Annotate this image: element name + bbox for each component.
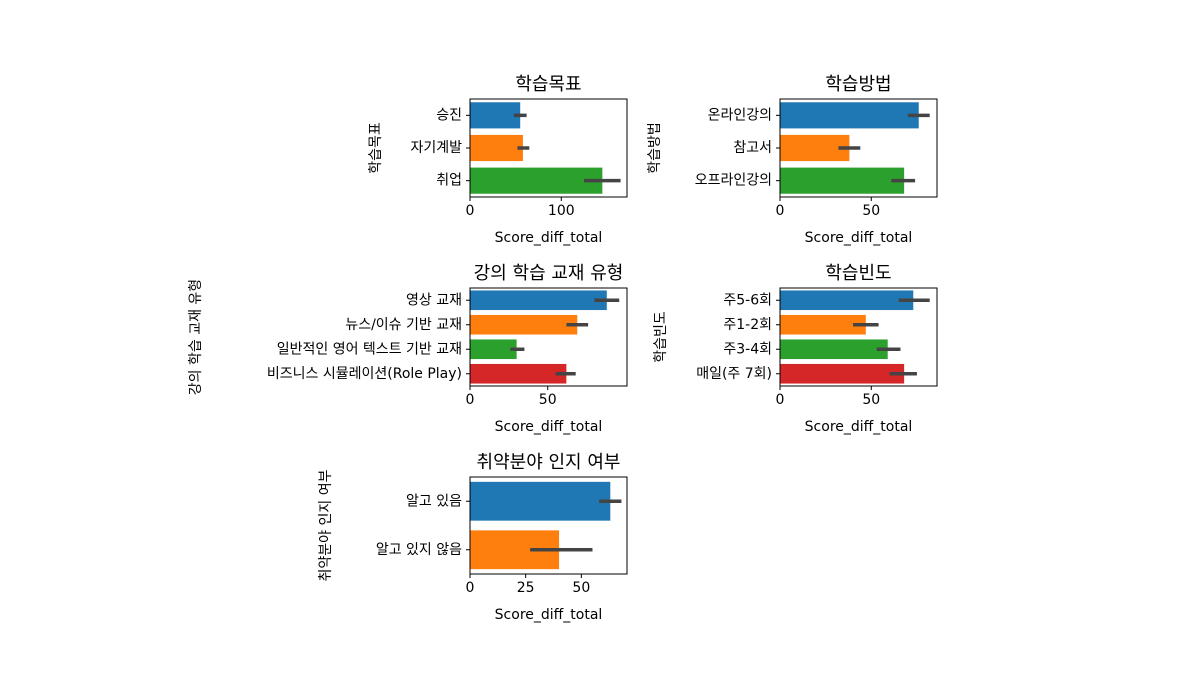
bar — [780, 167, 905, 194]
x-tick-label: 0 — [466, 392, 475, 408]
y-tick-label: 자기계발 — [410, 140, 462, 156]
bar — [470, 363, 567, 384]
y-tick-label: 참고서 — [733, 140, 772, 156]
y-tick-label: 주3-4회 — [723, 341, 772, 357]
bar — [780, 339, 888, 360]
chart-title: 학습목표 — [515, 74, 581, 95]
x-tick-label: 50 — [539, 392, 557, 408]
x-axis-label: Score_diff_total — [495, 419, 603, 435]
y-tick-label: 알고 있음 — [406, 493, 462, 509]
y-tick-label: 오프라인강의 — [695, 173, 772, 189]
axes-frame — [779, 287, 938, 387]
y-tick-label: 일반적인 영어 텍스트 기반 교재 — [277, 341, 462, 357]
y-axis-label: 학습빈도 — [653, 311, 669, 363]
x-tick-label: 0 — [776, 203, 785, 219]
x-axis-label: Score_diff_total — [495, 607, 603, 623]
chart-title: 취약분야 인지 여부 — [477, 452, 621, 473]
x-axis-label: Score_diff_total — [805, 230, 913, 246]
y-tick-label: 주5-6회 — [723, 292, 772, 308]
y-tick-label: 알고 있지 않음 — [376, 542, 462, 558]
bar — [780, 102, 919, 129]
chart-title: 학습방법 — [825, 74, 891, 95]
chart-title: 학습빈도 — [825, 263, 891, 284]
bar — [470, 134, 523, 162]
x-tick-label: 50 — [862, 392, 880, 408]
y-axis-label: 취약분야 인지 여부 — [318, 469, 334, 581]
bar — [470, 102, 521, 129]
bar — [470, 290, 607, 311]
axes-frame — [469, 287, 628, 387]
y-tick-label: 온라인강의 — [708, 107, 772, 123]
x-tick-label: 0 — [466, 580, 475, 596]
x-tick-label: 25 — [517, 580, 535, 596]
y-axis-label: 학습방법 — [647, 122, 663, 174]
bar — [780, 134, 850, 162]
x-axis-label: Score_diff_total — [805, 419, 913, 435]
y-tick-label: 승진 — [436, 107, 462, 123]
x-axis-label: Score_diff_total — [495, 230, 603, 246]
y-tick-label: 비즈니스 시뮬레이션(Role Play) — [267, 366, 462, 382]
axes-frame — [469, 476, 628, 575]
bar — [470, 167, 603, 194]
y-axis-label: 강의 학습 교재 유형 — [188, 279, 204, 395]
bar — [780, 314, 866, 335]
x-tick-label: 0 — [466, 203, 475, 219]
y-axis-label: 학습목표 — [368, 122, 384, 174]
y-tick-label: 뉴스/이슈 기반 교재 — [345, 317, 462, 333]
x-tick-label: 50 — [862, 203, 880, 219]
y-tick-label: 주1-2회 — [723, 317, 772, 333]
y-tick-label: 취업 — [436, 173, 462, 189]
x-tick-label: 50 — [572, 580, 590, 596]
bar — [470, 481, 611, 521]
y-tick-label: 영상 교재 — [406, 292, 462, 308]
bar — [780, 290, 914, 311]
bar — [780, 363, 905, 384]
bar — [470, 339, 517, 360]
x-tick-label: 100 — [548, 203, 575, 219]
chart-title: 강의 학습 교재 유형 — [474, 263, 624, 284]
bar — [470, 314, 578, 335]
y-tick-label: 매일(주 7회) — [696, 366, 772, 382]
x-tick-label: 0 — [776, 392, 785, 408]
